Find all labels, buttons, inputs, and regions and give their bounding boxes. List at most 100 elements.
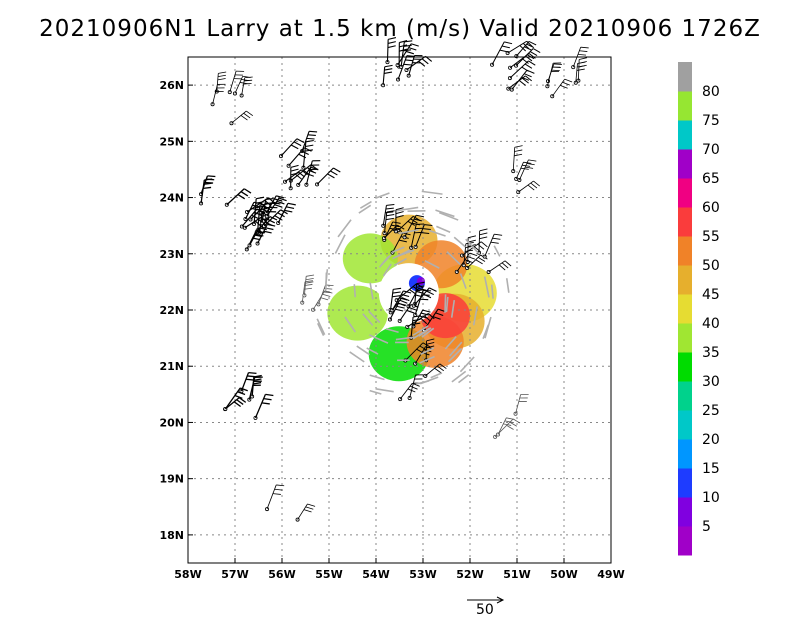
lon-tick-label: 56W xyxy=(268,568,295,581)
circulation-arrow xyxy=(362,313,374,326)
wind-barb-feather xyxy=(577,61,586,64)
wind-barb-feather xyxy=(254,220,262,227)
wind-barb-feather xyxy=(403,49,412,52)
circulation-arrow xyxy=(375,192,390,199)
axis-labels: 58W 57W 56W 55W 54W 53W 52W 51W 50W 49W 18N 19N 20N 2… xyxy=(159,79,624,581)
circulation-arrow xyxy=(418,327,432,337)
wind-barb-feather xyxy=(297,171,305,178)
wind-barb-feather xyxy=(261,402,270,405)
wind-barb-feather xyxy=(253,381,262,385)
wind-barb-feather xyxy=(529,51,538,57)
wind-barb-feather xyxy=(388,37,397,40)
wind-barb-feather xyxy=(477,257,486,262)
circulation-arrow xyxy=(421,327,435,338)
wind-barb-feather xyxy=(509,421,518,427)
wind-barb-feather xyxy=(305,506,314,510)
wind-barb-feather xyxy=(243,188,252,194)
wind-barb-feather xyxy=(404,40,413,43)
wind-barb-feather xyxy=(416,291,425,295)
wind-barb-feather xyxy=(416,348,424,354)
wind-barb-feather xyxy=(530,182,538,189)
colorbar-segment xyxy=(678,120,692,150)
wind-barb-shaft xyxy=(546,62,554,87)
circulation-arrow xyxy=(337,219,352,238)
wind-barb-feather xyxy=(263,397,272,401)
wind-barb-shaft xyxy=(515,162,524,180)
wind-barb-feather xyxy=(305,281,314,284)
wind-barb-feather xyxy=(406,309,415,314)
wind-barb-feather xyxy=(406,55,415,57)
circulation-arrow xyxy=(444,294,447,313)
colorbar-segment xyxy=(678,236,692,266)
colorbar-label: 80 xyxy=(702,84,720,100)
colorbar-segment xyxy=(678,91,692,121)
wind-barb-feather xyxy=(395,211,404,215)
colorbar-segment xyxy=(678,526,692,556)
circulation-arrow xyxy=(505,278,510,293)
colorbar-segment xyxy=(678,468,692,498)
colorbar-segment xyxy=(678,265,692,295)
wind-barb-feather xyxy=(284,209,293,213)
wind-barb-feather xyxy=(528,53,536,59)
wind-barb-shaft xyxy=(408,55,415,76)
wind-barb-feather xyxy=(264,206,273,209)
wind-barb-feather xyxy=(242,75,251,78)
wind-barb-feather xyxy=(422,228,431,231)
circulation-arrow xyxy=(465,238,480,254)
wind-barb-feather xyxy=(387,45,396,49)
wind-barb-shaft xyxy=(515,394,522,414)
wind-barb-feather xyxy=(265,393,274,397)
lon-tick-label: 51W xyxy=(503,568,530,581)
wind-barb-feather xyxy=(501,45,510,49)
wind-barb-feather xyxy=(560,84,568,89)
wind-barb-shaft xyxy=(312,290,326,310)
wind-barb-feather xyxy=(512,418,521,424)
circulation-arrow xyxy=(458,374,470,384)
wind-barb-feather xyxy=(237,391,246,396)
circulation-arrow xyxy=(369,334,389,344)
circulation-arrow xyxy=(366,347,379,355)
wind-barb-feather xyxy=(290,164,299,168)
colorbar-segment xyxy=(678,323,692,353)
wind-barb-feather xyxy=(392,221,401,224)
lon-tick-label: 49W xyxy=(597,568,624,581)
wind-barb-feather xyxy=(467,239,476,243)
wind-barb-feather xyxy=(528,60,536,66)
wind-barb-feather xyxy=(526,69,535,74)
wind-barb-shaft xyxy=(491,41,505,65)
wind-barb-feather xyxy=(514,153,523,157)
circulation-arrow xyxy=(421,190,443,195)
wind-barb-feather xyxy=(421,58,429,65)
wind-barb-feather xyxy=(278,197,287,202)
wind-barb-feather xyxy=(330,170,338,176)
wind-barb-feather xyxy=(477,243,485,250)
wind-speed-cell xyxy=(327,285,388,341)
wind-barb-feather xyxy=(240,115,248,121)
wind-barb-feather xyxy=(203,182,212,185)
wind-barb-feather xyxy=(521,76,530,81)
circulation-arrow xyxy=(446,251,461,266)
circulation-arrow xyxy=(435,209,455,218)
circulation-arrow xyxy=(369,374,385,381)
wind-barb-feather xyxy=(527,184,535,191)
wind-barb-feather xyxy=(405,59,414,62)
wind-barb-feather xyxy=(286,206,295,210)
wind-barb-feather xyxy=(518,80,526,86)
circulation-arrow xyxy=(392,246,405,253)
wind-barb-feather xyxy=(258,210,267,216)
circulation-arrow xyxy=(344,316,357,333)
wind-barb-feather xyxy=(387,41,396,45)
circulation-arrow xyxy=(356,345,371,356)
colorbar-segment xyxy=(678,381,692,411)
wind-barb-feather xyxy=(276,484,285,487)
wind-barb-feather xyxy=(251,214,260,220)
wind-barb-feather xyxy=(305,139,314,143)
lat-tick-label: 23N xyxy=(159,248,184,261)
wind-barb-feather xyxy=(562,81,571,86)
colorbar-label: 30 xyxy=(702,374,720,390)
wind-barb-feather xyxy=(520,167,529,170)
wind-barb-feather xyxy=(412,315,422,318)
wind-barb-feather xyxy=(413,218,423,222)
wind-barb-feather xyxy=(290,168,299,172)
reference-vector: 50 xyxy=(467,596,505,618)
